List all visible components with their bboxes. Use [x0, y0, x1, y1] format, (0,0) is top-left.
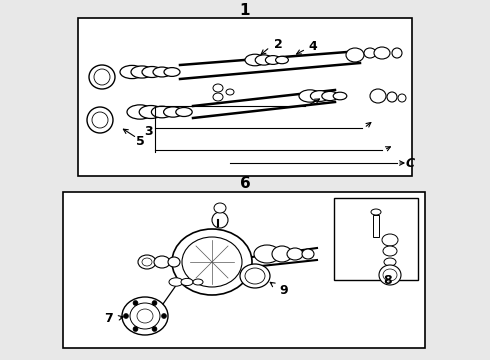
- Ellipse shape: [168, 257, 180, 267]
- Ellipse shape: [142, 67, 162, 77]
- Ellipse shape: [299, 90, 321, 102]
- Ellipse shape: [322, 91, 338, 100]
- Ellipse shape: [152, 301, 157, 306]
- Ellipse shape: [371, 209, 381, 215]
- Ellipse shape: [87, 107, 113, 133]
- Ellipse shape: [164, 107, 182, 117]
- Text: 1: 1: [240, 3, 250, 18]
- Text: 5: 5: [136, 135, 145, 148]
- Ellipse shape: [212, 212, 228, 228]
- Ellipse shape: [193, 279, 203, 285]
- Ellipse shape: [382, 234, 398, 246]
- Ellipse shape: [254, 245, 280, 263]
- Bar: [78, 18, 412, 176]
- Text: 2: 2: [273, 37, 282, 50]
- Ellipse shape: [213, 93, 223, 101]
- Ellipse shape: [89, 65, 115, 89]
- Ellipse shape: [387, 92, 397, 102]
- Ellipse shape: [133, 327, 138, 332]
- Ellipse shape: [255, 55, 273, 65]
- Ellipse shape: [392, 48, 402, 58]
- Ellipse shape: [302, 249, 314, 259]
- Ellipse shape: [266, 55, 281, 64]
- Bar: [63, 192, 425, 348]
- Ellipse shape: [120, 66, 144, 78]
- Ellipse shape: [137, 309, 153, 323]
- Ellipse shape: [374, 47, 390, 59]
- Ellipse shape: [152, 327, 157, 332]
- Ellipse shape: [133, 301, 138, 306]
- Ellipse shape: [272, 246, 292, 262]
- Ellipse shape: [275, 56, 289, 64]
- Ellipse shape: [122, 297, 168, 335]
- Ellipse shape: [226, 89, 234, 95]
- Ellipse shape: [333, 92, 347, 100]
- Ellipse shape: [287, 248, 303, 260]
- Ellipse shape: [240, 264, 270, 288]
- Ellipse shape: [182, 237, 242, 287]
- Text: 9: 9: [280, 284, 288, 297]
- Ellipse shape: [370, 89, 386, 103]
- Ellipse shape: [245, 54, 265, 66]
- Text: 4: 4: [309, 40, 318, 53]
- Ellipse shape: [162, 314, 167, 319]
- Ellipse shape: [142, 258, 152, 266]
- Ellipse shape: [213, 84, 223, 92]
- Ellipse shape: [346, 48, 364, 62]
- Ellipse shape: [164, 68, 180, 76]
- Ellipse shape: [153, 67, 171, 77]
- Ellipse shape: [383, 269, 397, 281]
- Text: 3: 3: [144, 125, 152, 138]
- Ellipse shape: [214, 203, 226, 213]
- Ellipse shape: [384, 258, 396, 266]
- Ellipse shape: [176, 108, 192, 117]
- Ellipse shape: [310, 91, 330, 102]
- Ellipse shape: [131, 66, 153, 78]
- Ellipse shape: [94, 69, 110, 85]
- Ellipse shape: [138, 255, 156, 269]
- Ellipse shape: [364, 48, 376, 58]
- Bar: [373, 215, 379, 237]
- Text: 8: 8: [384, 274, 392, 287]
- Ellipse shape: [181, 278, 193, 285]
- Ellipse shape: [92, 112, 108, 128]
- Ellipse shape: [383, 246, 397, 256]
- Ellipse shape: [139, 105, 163, 118]
- Ellipse shape: [123, 314, 128, 319]
- Ellipse shape: [169, 278, 183, 286]
- Text: C: C: [406, 157, 415, 170]
- Ellipse shape: [127, 105, 153, 119]
- Ellipse shape: [245, 268, 265, 284]
- Text: 6: 6: [240, 176, 250, 190]
- Ellipse shape: [379, 265, 401, 285]
- Ellipse shape: [130, 303, 160, 329]
- Ellipse shape: [172, 229, 252, 295]
- Bar: [334, 198, 418, 280]
- Text: 7: 7: [103, 311, 112, 324]
- Ellipse shape: [398, 94, 406, 102]
- Ellipse shape: [154, 256, 170, 268]
- Ellipse shape: [151, 106, 172, 118]
